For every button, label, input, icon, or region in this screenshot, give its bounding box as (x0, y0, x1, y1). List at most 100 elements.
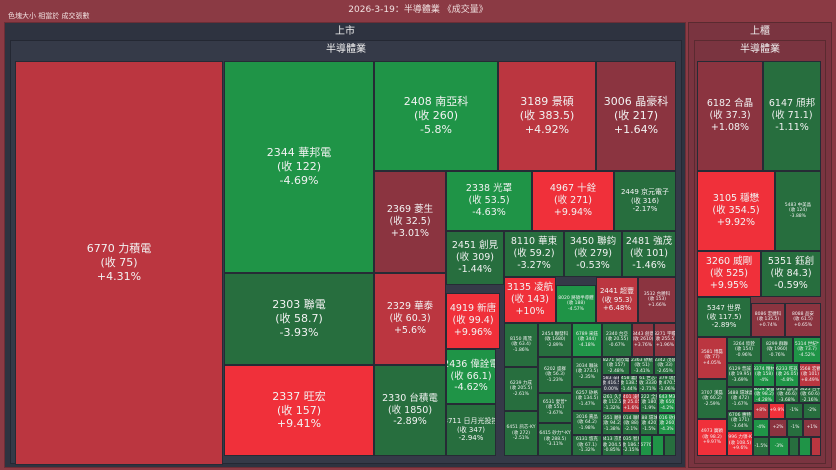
stock-tile[interactable]: 3006 晶豪科 (收 217) +1.64% (596, 61, 676, 171)
stock-tile[interactable]: 3707 漢磊 (收 60.2) -2.59% (697, 379, 727, 419)
stock-tile[interactable]: 6488 環球晶(收 420)-1.5% (640, 413, 658, 435)
stock-tile[interactable]: 2369 菱生 (收 32.5) +3.01% (374, 171, 446, 273)
stock-tile[interactable]: +1% (803, 419, 821, 437)
stock-tile[interactable]: 6233 旺玖 (收 26.05) -4.8% (775, 363, 799, 387)
stock-tile[interactable]: 2330 台積電 (收 1850) -2.89% (374, 365, 446, 456)
stock-tile[interactable]: +9.9% (769, 403, 785, 419)
stock-tile[interactable]: 6239 力成 (收 205.5) -2.61% (504, 367, 538, 411)
stock-tile[interactable]: 2329 華泰 (收 60.3) +5.6% (374, 273, 446, 365)
stock-tile[interactable]: 5222 全訊(收 180)-1.9% (640, 393, 658, 413)
stock-tile[interactable]: 2342 茂矽 (收 33) -2.65% (654, 357, 676, 375)
stock-tile[interactable]: 3413 京鼎(收 204.5)-0.85% (602, 435, 622, 456)
stock-tile[interactable]: 2449 京元電子 (收 316) -2.17% (614, 171, 676, 231)
stock-tile[interactable]: 6531 愛普* (收 551) -3.67% (538, 393, 572, 423)
stock-tile[interactable]: 8271 同欣電 (收 157) -2.48% (602, 357, 630, 375)
stock-tile[interactable]: 3014 聯陽(收 88)-2.1% (622, 413, 640, 435)
stock-tile[interactable]: 6257 矽格 (收 134.5) -1.47% (572, 387, 602, 411)
stock-change-percent: -4% (756, 425, 766, 431)
stock-tile[interactable]: 3661 世芯-KY(收 3330)-2.71% (638, 375, 658, 393)
stock-tile[interactable]: 2451 創見 (收 309) -1.44% (446, 231, 504, 285)
stock-tile[interactable]: 8271 宇瞻 (收 255.5) +1.96% (654, 323, 676, 357)
stock-tile[interactable]: 6202 盛群 (收 56.3) -1.23% (538, 357, 572, 393)
stock-tile[interactable]: 3016 嘉晶 (收 64.2) -1.98% (572, 411, 602, 435)
stock-tile[interactable]: 8086 宏捷科 (收 135.5) +0.74% (751, 303, 785, 337)
stock-tile[interactable]: -2% (803, 403, 821, 419)
stock-tile[interactable]: 6129 普誠 (收 19.95) -3.69% (727, 363, 753, 387)
stock-tile[interactable]: 6643 M31(收 650)-4.2% (658, 393, 676, 413)
stock-tile[interactable]: 3034 聯詠 (收 373.5) -2.35% (572, 357, 602, 387)
stock-tile[interactable]: 2408 南亞科 (收 260) -5.8% (374, 61, 498, 171)
stock-tile[interactable]: 2363 矽統 (收 51) -3.41% (630, 357, 654, 375)
stock-tile[interactable]: 3135 凌航 (收 143) +10% (504, 277, 556, 323)
stock-tile[interactable]: 5425 台半 (收 60.6) -2.16% (799, 387, 821, 403)
stock-tile[interactable]: 8054 安國 (收 98.2) -4.28% (753, 387, 775, 403)
stock-tile[interactable]: 8150 南茂 (收 63.4) -1.86% (504, 323, 538, 367)
stock-tile[interactable]: 2351 順德 (收 94.2) -1.38% (602, 413, 622, 435)
stock-tile[interactable] (789, 437, 799, 456)
stock-tile[interactable]: 2340 台亞 (收 20.55) -0.67% (602, 323, 632, 357)
stock-tile[interactable]: -4% (753, 419, 769, 437)
stock-tile[interactable]: 3583 辛耘(收 416.5)0.00% (602, 375, 620, 393)
stock-tile[interactable]: 6789 采鈺 (收 344) -4.18% (572, 323, 602, 357)
stock-tile[interactable]: -3% (769, 437, 789, 456)
stock-tile[interactable]: 6488 環球晶 (收 472) -1.67% (727, 387, 753, 411)
stock-tile[interactable] (811, 437, 821, 456)
stock-tile[interactable]: 2454 聯發科 (收 1680) -2.89% (538, 323, 572, 357)
stock-tile[interactable]: 3035 智原(收 186.5)-2.15% (622, 435, 640, 456)
stock-tile[interactable]: 6568 宏觀 (收 101) +8.49% (799, 363, 821, 387)
stock-tile[interactable]: 3260 威剛 (收 525) +9.95% (697, 251, 761, 297)
stock-tile[interactable]: -1.5% (753, 437, 769, 456)
stock-tile[interactable]: 8110 華東 (收 59.2) -3.27% (504, 231, 564, 277)
stock-tile[interactable]: 3532 台勝科 (收 153) +1.66% (638, 277, 676, 323)
stock-tile[interactable]: 2303 聯電 (收 58.7) -3.93% (224, 273, 374, 365)
stock-tile[interactable]: +2% (769, 419, 787, 437)
stock-tile[interactable]: 6131 悠克 (收 67.1) -1.32% (572, 435, 602, 456)
stock-tile[interactable]: 5483 中美晶 (收 124) -3.88% (775, 171, 821, 251)
stock-tile[interactable]: 2481 強茂 (收 101) -1.46% (622, 231, 676, 277)
stock-change-percent: +1.6% (623, 405, 639, 411)
stock-tile[interactable]: 6415 矽力*-KY (收 288.5) -3.11% (538, 423, 572, 456)
stock-tile[interactable]: 3105 穩懋 (收 354.5) +9.92% (697, 171, 775, 251)
stock-tile[interactable]: 2379 瑞昱(收 470.5)-1.06% (658, 375, 676, 393)
stock-change-percent: +9.94% (553, 206, 593, 218)
stock-tile[interactable] (799, 437, 811, 456)
stock-tile[interactable]: 3443 創意 (收 2610) +3.76% (632, 323, 654, 357)
stock-tile[interactable]: 2441 超豐 (收 95.3) +6.48% (596, 277, 638, 323)
stock-tile[interactable]: 4973 廣穎 (收 98.2) +9.97% (697, 419, 727, 456)
stock-tile[interactable]: 3711 日月光投控 (收 347) -2.94% (446, 404, 496, 456)
stock-tile[interactable]: +8% (753, 403, 769, 419)
stock-tile[interactable]: 6451 訊芯-KY (收 272) -2.51% (504, 411, 538, 456)
stock-tile[interactable]: 4919 新唐 (收 99.4) +9.96% (446, 293, 500, 349)
stock-tile[interactable]: 6706 惠特 (收 171) -3.64% (727, 411, 753, 431)
stock-tile[interactable]: 3264 欣銓 (收 154) -0.96% (727, 337, 761, 363)
stock-tile[interactable]: 2344 華邦電 (收 122) -4.69% (224, 61, 374, 273)
stock-tile[interactable]: 5366 晶心科 (收 46.6) -3.68% (775, 387, 799, 403)
stock-tile[interactable]: 6770 力積電 (收 75) +4.31% (15, 61, 223, 465)
stock-tile[interactable]: 5314 世紀* (收 73.7) -4.52% (793, 337, 821, 363)
stock-tile[interactable]: -1% (787, 419, 803, 437)
stock-tile[interactable]: -1% (785, 403, 803, 419)
stock-tile[interactable]: 2458 義隆(收 138.5)-1.44% (620, 375, 638, 393)
stock-tile[interactable]: 5347 世界 (收 117.5) -2.89% (697, 297, 751, 337)
stock-tile[interactable]: 2436 偉詮電(收 66.1)-4.62% (446, 349, 496, 404)
stock-tile[interactable]: 6147 頎邦 (收 71.1) -1.11% (763, 61, 821, 171)
stock-tile[interactable]: 8299 群聯 (收 1960) -0.76% (761, 337, 793, 363)
stock-tile[interactable]: 3450 聯鈞 (收 279) -0.53% (564, 231, 622, 277)
stock-tile[interactable]: 8020 將碩半導體 (收 188) -4.57% (556, 285, 596, 323)
stock-tile[interactable]: 3581 博磊 (收 77) +4.05% (697, 337, 727, 379)
stock-tile[interactable]: 3374 精材 (收 158) -4% (753, 363, 775, 387)
stock-tile[interactable]: 2338 光罩 (收 53.5) -4.63% (446, 171, 532, 231)
stock-tile[interactable]: 3189 景碩 (收 383.5) +4.92% (498, 61, 596, 171)
stock-tile[interactable]: 8088 品安 (收 61.5) +0.65% (785, 303, 821, 337)
stock-tile[interactable]: 2401 凌陽(收 25.05)+1.6% (622, 393, 640, 413)
stock-tile[interactable]: 8016 矽創(收 260)-4.3% (658, 413, 676, 435)
stock-tile[interactable]: 2337 旺宏 (收 157) +9.41% (224, 365, 374, 456)
stock-tile[interactable] (652, 435, 664, 456)
stock-tile[interactable]: 6182 合晶 (收 37.3) +1.08% (697, 61, 763, 171)
stock-tile[interactable]: 6996 力領-KY(收 108.5)+9.6% (727, 431, 753, 456)
stock-tile[interactable]: 6261 久元(收 112.5)-1.32% (602, 393, 622, 413)
stock-tile[interactable]: 5351 鈺創 (收 84.3) -0.59% (761, 251, 821, 297)
stock-tile[interactable] (664, 435, 676, 456)
stock-tile[interactable]: 6770 (640, 435, 652, 456)
stock-tile[interactable]: 4967 十銓 (收 271) +9.94% (532, 171, 614, 231)
